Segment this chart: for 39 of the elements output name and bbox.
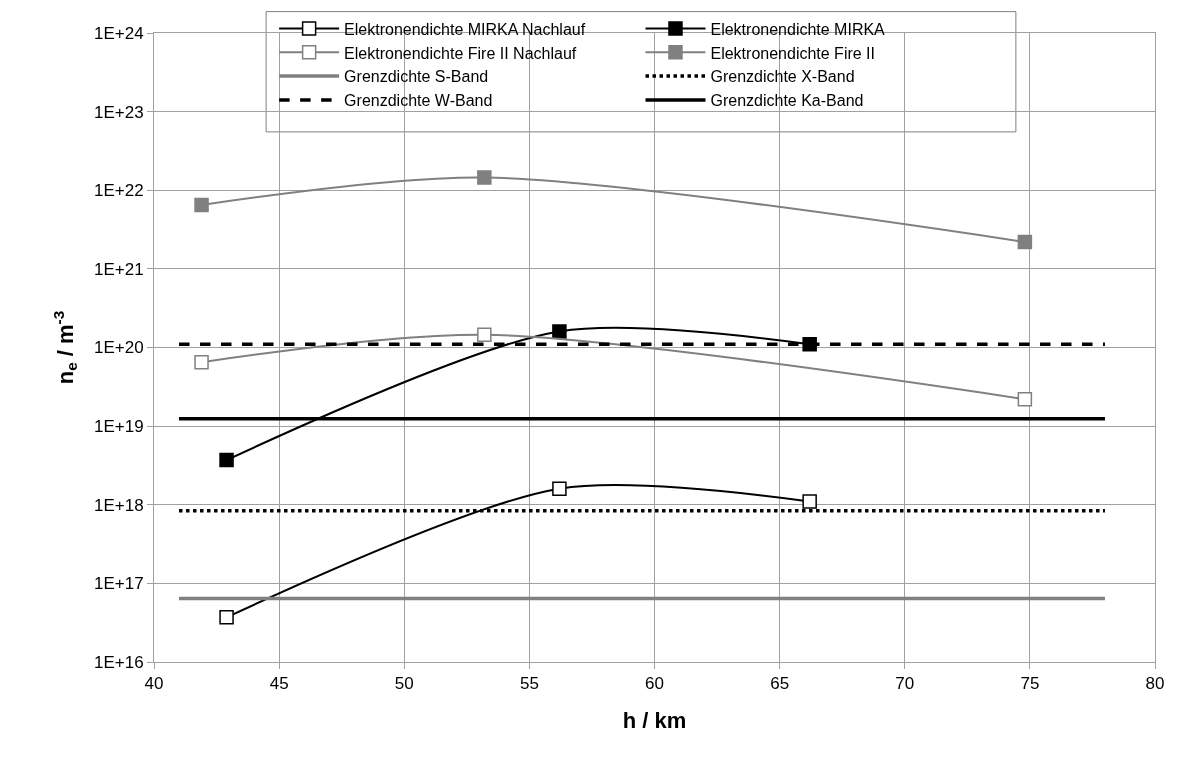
legend-label: Elektronendichte Fire II: [710, 44, 876, 62]
point: [219, 452, 234, 468]
y-tick-label: 1E+17: [93, 574, 144, 594]
y-tick-label: 1E+18: [93, 495, 144, 515]
x-tick-label: 45: [269, 674, 289, 694]
point: [194, 197, 209, 213]
x-tick-label: 60: [645, 674, 664, 694]
y-tick-label: 1E+19: [93, 417, 144, 437]
point: [552, 324, 567, 339]
legend-label: Elektronendichte MIRKA Nachlauf: [344, 20, 586, 38]
y-tick-label: 1E+21: [93, 259, 144, 279]
legend-label: Elektronendichte Fire II Nachlauf: [344, 44, 577, 62]
y-tick-label: 1E+23: [93, 102, 144, 122]
point: [1017, 391, 1033, 407]
x-tick-label: 65: [770, 674, 790, 694]
legend-label: Grenzdichte Ka-Band: [710, 92, 864, 110]
x-tick-label: 75: [1020, 674, 1040, 694]
x-tick-label: 70: [895, 674, 915, 694]
legend-label: Elektronendichte MIRKA: [710, 20, 886, 38]
y-tick-label: 1E+22: [93, 181, 144, 201]
y-tick-label: 1E+16: [93, 652, 144, 672]
y-tick-label: 1E+24: [93, 23, 144, 43]
legend-label: Grenzdichte W-Band: [344, 92, 493, 110]
point: [552, 481, 567, 496]
legend-label: Grenzdichte X-Band: [710, 68, 855, 86]
point: [194, 354, 209, 370]
point: [802, 494, 817, 509]
point: [802, 337, 817, 352]
point: [477, 327, 492, 343]
x-tick-label: 40: [144, 674, 164, 694]
y-tick-label: 1E+20: [93, 338, 144, 358]
legend-label: Grenzdichte S-Band: [344, 68, 489, 86]
x-axis-title: h / km: [622, 708, 687, 734]
point: [477, 170, 492, 185]
point: [219, 610, 234, 625]
x-tick-label: 50: [394, 674, 414, 694]
x-tick-label: 55: [519, 674, 539, 694]
point: [1017, 234, 1033, 250]
x-tick-label: 80: [1145, 674, 1165, 694]
